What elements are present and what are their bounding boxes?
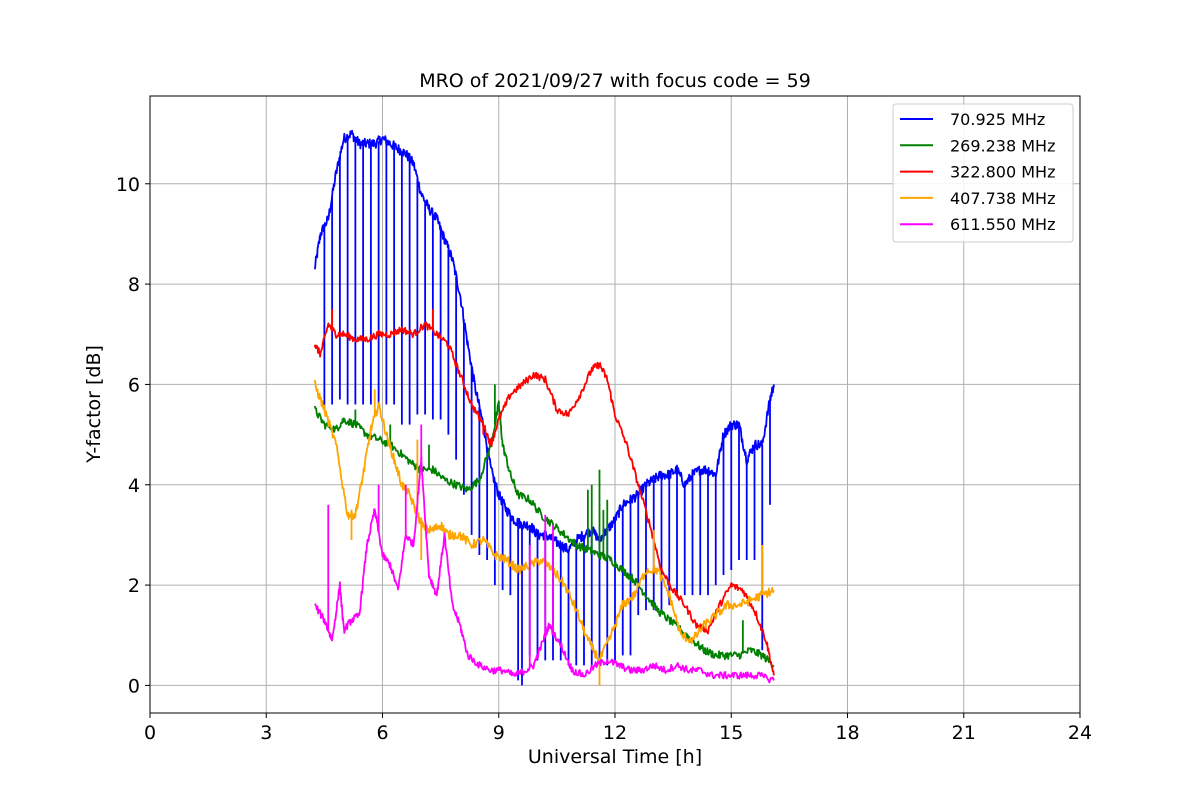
legend-label: 611.550 MHz bbox=[950, 215, 1055, 234]
x-tick-label: 6 bbox=[376, 722, 388, 744]
y-tick-label: 0 bbox=[128, 675, 140, 697]
series-line bbox=[313, 321, 775, 676]
legend-label: 269.238 MHz bbox=[950, 136, 1055, 155]
x-tick-label: 15 bbox=[719, 722, 743, 744]
series-line bbox=[313, 379, 775, 663]
x-tick-label: 0 bbox=[144, 722, 156, 744]
x-tick-label: 24 bbox=[1068, 722, 1092, 744]
x-tick-label: 18 bbox=[835, 722, 859, 744]
x-tick-label: 12 bbox=[603, 722, 627, 744]
grid bbox=[149, 96, 1081, 713]
series-layer bbox=[313, 129, 775, 686]
legend: 70.925 MHz 269.238 MHz 322.800 MHz 407.738 … bbox=[892, 103, 1074, 243]
series-line bbox=[313, 129, 775, 554]
y-tick-label: 6 bbox=[128, 374, 140, 396]
x-tick-label: 21 bbox=[952, 722, 976, 744]
y-axis-label: Y-factor [dB] bbox=[83, 345, 105, 464]
x-tick-label: 3 bbox=[260, 722, 272, 744]
y-tick-label: 2 bbox=[128, 575, 140, 597]
legend-label: 407.738 MHz bbox=[950, 189, 1055, 208]
chart-title: MRO of 2021/09/27 with focus code = 59 bbox=[419, 70, 811, 92]
legend-label: 70.925 MHz bbox=[950, 110, 1045, 129]
x-tick-label: 9 bbox=[493, 722, 505, 744]
x-axis-label: Universal Time [h] bbox=[528, 746, 702, 768]
y-tick-label: 10 bbox=[116, 174, 140, 196]
y-tick-label: 4 bbox=[128, 475, 140, 497]
legend-box bbox=[892, 103, 1074, 243]
y-tick-label: 8 bbox=[128, 274, 140, 296]
legend-label: 322.800 MHz bbox=[950, 163, 1055, 182]
series-line bbox=[314, 455, 775, 684]
